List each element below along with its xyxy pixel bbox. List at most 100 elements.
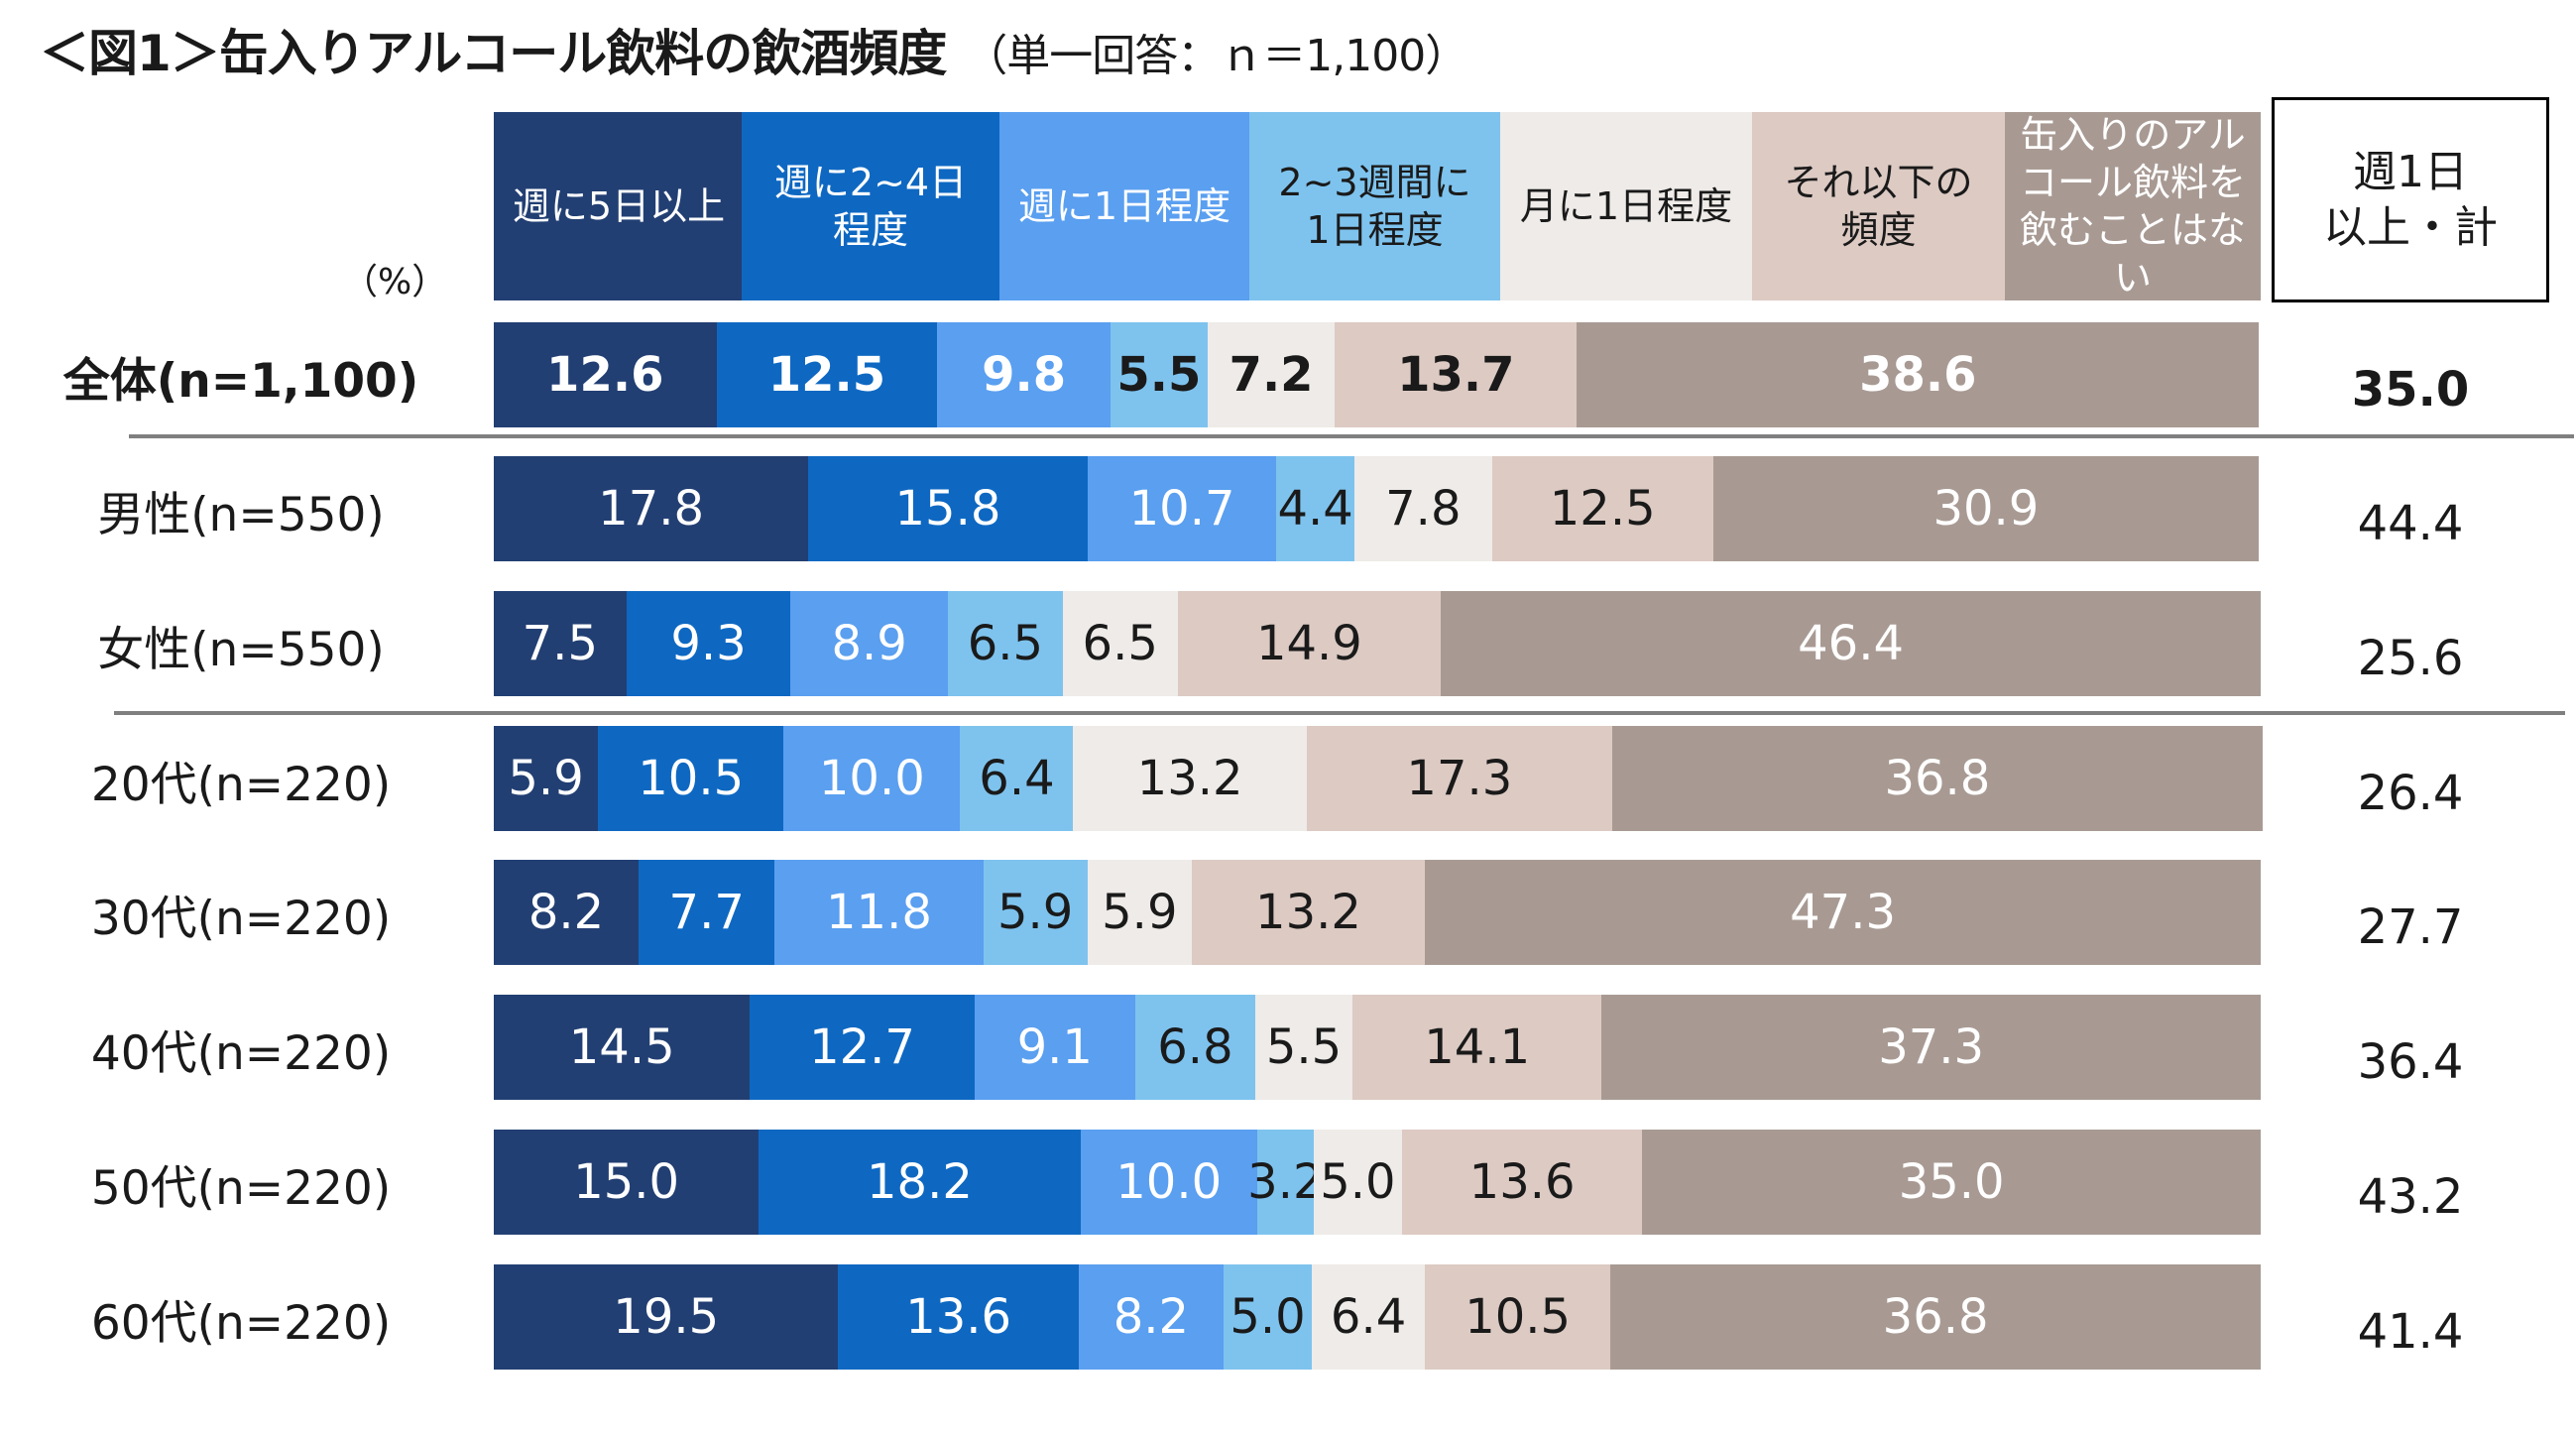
bar-segment-label: 6.4 [979,751,1055,806]
stacked-bar: 7.5 9.3 8.9 6.5 6.5 14.9 46.4 [494,591,2261,696]
bar-segment-label: 15.8 [894,481,1001,537]
bar-segment-label: 7.7 [668,885,745,940]
bar-segment: 12.5 [716,322,938,427]
bar-segment-label: 5.9 [997,885,1074,940]
bar-segment-label: 9.8 [982,347,1067,403]
bar-segment-label: 13.2 [1255,885,1361,940]
bar-segment-label: 17.8 [598,481,705,537]
bar-segment: 10.0 [783,726,961,831]
bar-segment: 6.5 [947,591,1063,696]
bar-segment-label: 6.5 [1082,616,1158,671]
bar-segment-label: 14.1 [1424,1019,1531,1075]
bar-segment-label: 5.5 [1265,1019,1343,1075]
bar-segment: 46.4 [1441,591,2261,696]
bar-segment-label: 9.1 [1016,1019,1093,1075]
total-column-header: 週1日 以上・計 [2272,97,2549,302]
row-label: 20代(n=220) [90,758,392,812]
bar-segment: 8.9 [790,591,948,696]
bar-segment: 17.8 [494,456,809,561]
bar-segment-label: 47.3 [1790,885,1896,940]
legend-item-2: 週に2~4日 程度 [742,112,999,300]
bar-segment: 14.5 [494,995,751,1100]
stacked-bar: 5.9 10.5 10.0 6.4 13.2 17.3 36.8 [494,726,2263,831]
legend-item-label: 月に1日程度 [1519,184,1733,228]
bar-segment: 8.2 [1078,1264,1224,1370]
bar-segment-label: 4.4 [1277,481,1353,537]
bar-segment: 10.0 [1080,1130,1257,1235]
row-total: 25.6 [2357,631,2464,686]
bar-segment: 9.1 [974,995,1135,1100]
bar-segment: 8.2 [494,860,640,965]
bar-segment-label: 7.2 [1229,347,1314,403]
row-label: 50代(n=220) [90,1161,392,1216]
bar-segment-label: 17.3 [1406,751,1513,806]
bar-segment: 38.6 [1577,322,2260,427]
bar-segment-label: 35.0 [1898,1154,2005,1210]
bar-segment: 13.6 [1401,1130,1643,1235]
row-total: 44.4 [2357,496,2464,551]
bar-segment-label: 3.2 [1247,1154,1324,1210]
bar-segment-label: 5.0 [1320,1154,1396,1210]
row-label: 全体(n=1,100) [62,354,419,409]
stacked-bar: 8.2 7.7 11.8 5.9 5.9 13.2 47.3 [494,860,2261,965]
bar-segment: 6.5 [1062,591,1178,696]
row-total: 36.4 [2357,1034,2464,1090]
bar-segment: 10.5 [1425,1264,1611,1370]
stacked-bar: 17.8 15.8 10.7 4.4 7.8 12.5 30.9 [494,456,2261,561]
bar-segment-label: 5.9 [1102,885,1178,940]
bar-segment: 17.3 [1306,726,1612,831]
legend-item-3: 週に1日程度 [999,112,1249,300]
bar-segment: 37.3 [1601,995,2261,1100]
bar-segment-label: 10.5 [638,751,745,806]
chart-title-sub: （単一回答：ｎ＝1,100） [964,31,1468,81]
row-label: 男性(n=550) [97,488,385,542]
bar-segment-label: 13.7 [1397,347,1515,403]
legend-item-label: 缶入りのアル コール飲料を 飲むことはない [2019,113,2246,299]
bar-segment: 5.9 [983,860,1088,965]
bar-segment: 7.5 [494,591,627,696]
bar-segment-label: 18.2 [867,1154,973,1210]
legend-item-label: 2~3週間に 1日程度 [1278,161,1471,252]
legend-item-label: 週に5日以上 [512,184,726,228]
bar-segment: 5.9 [1087,860,1192,965]
row-label: 60代(n=220) [90,1296,392,1351]
chart-title-main: ＜図1＞缶入りアルコール飲料の飲酒頻度 [40,25,947,82]
legend-item-label: それ以下の 頻度 [1784,161,1973,252]
unit-label: （%） [342,262,448,302]
bar-segment-label: 13.6 [905,1289,1012,1345]
bar-segment: 11.8 [774,860,984,965]
bar-segment: 9.3 [626,591,791,696]
bar-segment: 19.5 [494,1264,839,1370]
bar-segment-label: 5.9 [508,751,584,806]
legend-item-7: 缶入りのアル コール飲料を 飲むことはない [2005,112,2261,300]
bar-segment: 7.7 [639,860,775,965]
bar-segment: 30.9 [1712,456,2260,561]
bar-segment: 12.7 [750,995,975,1100]
bar-segment: 13.6 [838,1264,1079,1370]
row-total: 27.7 [2357,899,2464,955]
bar-segment: 35.0 [1642,1130,2261,1235]
bar-segment-label: 10.7 [1128,481,1235,537]
bar-segment: 5.0 [1223,1264,1313,1370]
bar-segment-label: 8.2 [527,885,605,940]
bar-segment-label: 13.6 [1468,1154,1576,1210]
bar-segment-label: 14.5 [568,1019,675,1075]
bar-segment-label: 8.9 [831,616,907,671]
bar-segment-label: 8.2 [1112,1289,1190,1345]
bar-segment-label: 10.0 [1115,1154,1223,1210]
bar-segment: 12.5 [1491,456,1713,561]
bar-segment: 7.2 [1207,322,1336,427]
stacked-bar: 19.5 13.6 8.2 5.0 6.4 10.5 36.8 [494,1264,2261,1370]
divider-line [129,434,2574,438]
bar-segment: 10.7 [1087,456,1277,561]
bar-segment-label: 10.0 [818,751,925,806]
legend-item-5: 月に1日程度 [1500,112,1752,300]
bar-segment: 18.2 [759,1130,1081,1235]
bar-segment: 7.8 [1353,456,1492,561]
total-column-header-text: 週1日 以上・計 [2323,146,2498,253]
bar-segment-label: 12.5 [767,347,886,403]
bar-segment: 6.4 [1312,1264,1426,1370]
legend-item-4: 2~3週間に 1日程度 [1249,112,1500,300]
bar-segment-label: 9.3 [670,616,747,671]
bar-segment-label: 12.5 [1549,481,1656,537]
